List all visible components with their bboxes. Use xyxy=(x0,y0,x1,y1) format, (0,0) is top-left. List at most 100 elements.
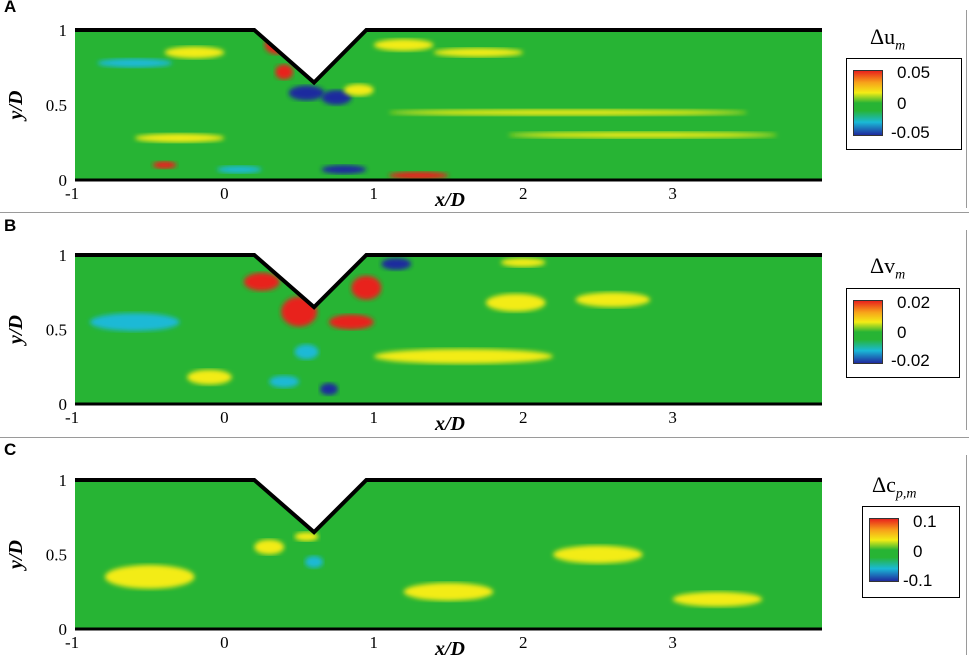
panel-letter: B xyxy=(4,216,17,235)
colorbar-title: Δum xyxy=(870,24,905,54)
colorbar-label-zero: 0 xyxy=(913,542,923,561)
contour-blob xyxy=(388,171,449,180)
colorbar-label-max: 0.02 xyxy=(897,293,931,312)
contour-blob xyxy=(89,313,180,331)
y-axis-label: y/D xyxy=(5,315,27,346)
x-axis-label: x/D xyxy=(434,189,465,211)
contour-blob xyxy=(243,272,280,291)
contour-blob xyxy=(433,48,524,57)
x-tick-label: 3 xyxy=(668,408,677,427)
x-tick-label: -1 xyxy=(65,184,79,203)
field-background xyxy=(75,255,822,404)
colorbar-legend: 0.1 0 -0.1 xyxy=(862,506,960,598)
contour-blob xyxy=(216,165,262,174)
colorbar xyxy=(869,518,899,582)
contour-blob xyxy=(508,132,778,138)
colorbar-label-min: -0.1 xyxy=(903,571,933,590)
x-tick-label: 0 xyxy=(220,633,229,652)
x-tick-label: 0 xyxy=(220,408,229,427)
contour-blob xyxy=(373,39,434,51)
contour-blob xyxy=(152,161,177,169)
colorbar-label-min: -0.02 xyxy=(891,351,930,370)
colorbar-title: Δvm xyxy=(870,253,905,283)
upper-wall xyxy=(75,253,822,310)
y-axis-label: y/D xyxy=(5,91,27,122)
contour-blob xyxy=(320,383,338,396)
panel-letter: C xyxy=(4,440,17,459)
upper-wall xyxy=(75,478,822,535)
colorbar-label-zero: 0 xyxy=(897,94,907,113)
contour-blob xyxy=(381,257,412,270)
panel-border xyxy=(966,10,967,208)
x-tick-label: 2 xyxy=(519,408,528,427)
y-axis-label: y/D xyxy=(5,540,27,571)
contour-plot-b: -1 0 1 2 300.51x/Dy/D xyxy=(5,246,822,435)
panel-c: C -1 0 1 2 3 0 0.5 1 x/D y/D Δcp,m 0.1 0 -0.1 xyxy=(0,440,969,658)
x-tick-label: 2 xyxy=(519,184,528,203)
contour-plot-a: -1 0 1 2 300.51x/Dy/D xyxy=(5,21,822,211)
colorbar-label-zero: 0 xyxy=(897,323,907,342)
contour-blob xyxy=(254,539,285,555)
colorbar-subscript: p,m xyxy=(895,486,917,502)
y-tick-label: 0 xyxy=(59,395,68,414)
colorbar-label-max: 0.05 xyxy=(897,63,931,82)
contour-blob xyxy=(305,555,324,568)
colorbar-subscript: m xyxy=(895,38,906,54)
contour-blob xyxy=(403,582,494,601)
contour-blob xyxy=(269,375,300,388)
contour-blob xyxy=(288,85,325,101)
colorbar-quantity: Δv xyxy=(870,253,896,278)
colorbar-legend: 0.02 0 -0.02 xyxy=(846,288,960,378)
x-axis-label: x/D xyxy=(434,413,465,435)
contour-blob xyxy=(672,591,763,607)
contour-blob xyxy=(328,314,374,330)
contour-blob xyxy=(134,133,225,143)
y-tick-label: 1 xyxy=(59,246,68,265)
panel-border xyxy=(966,455,967,655)
field-background xyxy=(75,30,822,180)
colorbar-quantity: Δu xyxy=(870,24,896,49)
x-tick-label: -1 xyxy=(65,408,79,427)
panel-border xyxy=(966,230,967,430)
x-tick-label: -1 xyxy=(65,633,79,652)
panel-border xyxy=(0,437,969,438)
contour-blob xyxy=(275,64,294,80)
panel-border xyxy=(0,212,969,213)
colorbar xyxy=(853,70,883,136)
colorbar-label-min: -0.05 xyxy=(891,123,930,142)
contour-blob xyxy=(343,84,374,96)
y-tick-label: 0 xyxy=(59,171,68,190)
panel-letter: A xyxy=(4,0,17,16)
x-tick-label: 1 xyxy=(370,408,379,427)
panel-b: B -1 0 1 2 3 0 0.5 1 x/D y/D Δvm 0.02 0 -0.02 xyxy=(0,215,969,435)
y-tick-label: 1 xyxy=(59,471,68,490)
x-tick-label: 2 xyxy=(519,633,528,652)
contour-blob xyxy=(187,369,232,385)
x-tick-label: 0 xyxy=(220,184,229,203)
contour-blob xyxy=(553,545,643,564)
colorbar-quantity: Δc xyxy=(872,472,896,497)
colorbar-label-max: 0.1 xyxy=(913,512,937,531)
contour-blob xyxy=(575,292,651,308)
y-tick-label: 0.5 xyxy=(46,546,67,565)
y-tick-label: 1 xyxy=(59,21,68,40)
x-tick-label: 1 xyxy=(370,184,379,203)
contour-blob xyxy=(373,348,554,364)
x-axis-label: x/D xyxy=(434,638,465,658)
contour-blob xyxy=(351,275,382,300)
x-tick-label: 3 xyxy=(668,633,677,652)
contour-blob xyxy=(321,90,352,105)
contour-blob xyxy=(294,532,319,542)
contour-blob xyxy=(388,109,748,116)
colorbar xyxy=(853,300,883,364)
x-tick-label: 1 xyxy=(370,633,379,652)
colorbar-title: Δcp,m xyxy=(872,472,917,502)
contour-blob xyxy=(321,165,367,174)
y-tick-label: 0 xyxy=(59,620,68,639)
y-tick-label: 0.5 xyxy=(46,321,67,340)
contour-blob xyxy=(294,344,319,360)
contour-blob xyxy=(500,257,546,267)
upper-wall xyxy=(75,28,822,86)
x-tick-label: 3 xyxy=(668,184,677,203)
contour-blob xyxy=(104,564,195,589)
